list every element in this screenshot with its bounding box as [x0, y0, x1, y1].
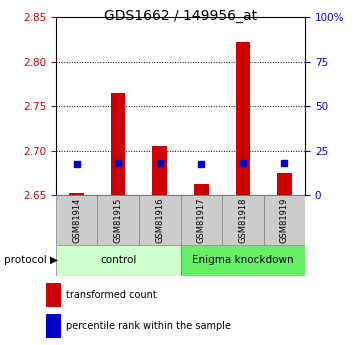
Bar: [111, 93, 126, 195]
Bar: [180, 195, 222, 245]
Text: protocol ▶: protocol ▶: [4, 256, 58, 265]
Bar: [139, 195, 180, 245]
Text: control: control: [100, 256, 136, 265]
Bar: [56, 245, 180, 276]
Text: transformed count: transformed count: [66, 290, 157, 300]
Bar: [47, 283, 61, 307]
Bar: [56, 195, 97, 245]
Text: GDS1662 / 149956_at: GDS1662 / 149956_at: [104, 9, 257, 23]
Bar: [264, 195, 305, 245]
Text: GSM81917: GSM81917: [197, 197, 206, 243]
Bar: [97, 195, 139, 245]
Text: GSM81915: GSM81915: [114, 197, 123, 243]
Text: percentile rank within the sample: percentile rank within the sample: [66, 321, 231, 331]
Bar: [180, 245, 305, 276]
Text: Enigma knockdown: Enigma knockdown: [192, 256, 293, 265]
Text: GSM81914: GSM81914: [72, 197, 81, 243]
Text: GSM81918: GSM81918: [238, 197, 247, 243]
Bar: [69, 193, 84, 195]
Bar: [194, 184, 209, 195]
Bar: [152, 146, 167, 195]
Text: GSM81919: GSM81919: [280, 197, 289, 243]
Bar: [235, 42, 250, 195]
Bar: [277, 173, 292, 195]
Bar: [47, 314, 61, 338]
Bar: [222, 195, 264, 245]
Text: GSM81916: GSM81916: [155, 197, 164, 243]
